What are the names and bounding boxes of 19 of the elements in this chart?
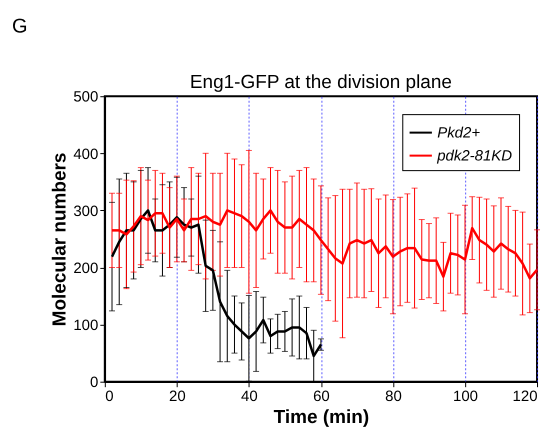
x-tick-label: 120	[512, 388, 538, 406]
x-tick-label: 100	[453, 388, 478, 406]
chart-title: Eng1-GFP at the division plane	[190, 72, 452, 94]
y-tick-label: 400	[73, 146, 98, 163]
x-tick-label: 40	[241, 388, 258, 406]
y-tick-label: 500	[73, 88, 98, 106]
legend-label: Pkd2+	[437, 124, 480, 142]
legend-label: pdk2-81KD	[436, 148, 512, 165]
x-axis-title: Time (min)	[274, 407, 370, 428]
y-tick-label: 200	[73, 260, 98, 277]
text: G	[12, 15, 28, 38]
y-tick-label: 100	[73, 317, 98, 334]
x-tick-label: 80	[385, 388, 402, 406]
y-axis-title: Molecular numbers	[49, 152, 70, 326]
x-tick-label: 0	[105, 388, 114, 406]
y-tick-label: 300	[73, 202, 98, 220]
y-tick-label: 0	[90, 374, 98, 392]
x-tick-label: 20	[169, 388, 186, 406]
x-tick-label: 60	[313, 388, 330, 406]
